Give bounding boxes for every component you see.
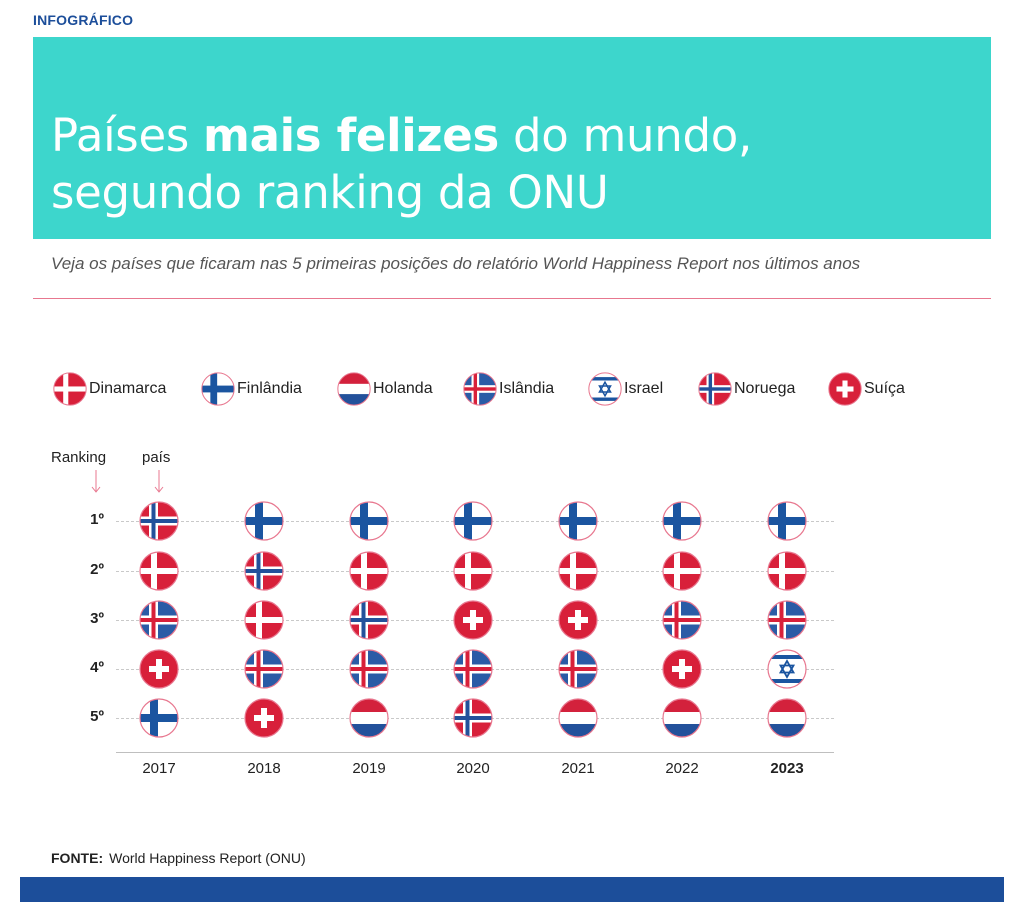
flag-ch-icon: [244, 698, 284, 738]
flag-dk-icon: [453, 551, 493, 591]
flag-ch-icon: [139, 649, 179, 689]
legend-label: Noruega: [734, 380, 796, 397]
flag-no-icon: [453, 698, 493, 738]
flag-is-icon: [349, 649, 389, 689]
flag-nl-icon: [349, 698, 389, 738]
x-axis-line: [116, 752, 834, 753]
year-label: 2017: [142, 760, 176, 777]
flag-nl-icon: [767, 698, 807, 738]
flag-dk-icon: [244, 600, 284, 640]
down-arrow-icon: [91, 470, 101, 493]
year-label: 2018: [247, 760, 281, 777]
title-banner: Países mais felizes do mundo, segundo ran…: [33, 37, 991, 239]
flag-fi-icon: [453, 501, 493, 541]
flag-is-icon: [244, 649, 284, 689]
year-label: 2022: [665, 760, 699, 777]
flag-dk-icon: [349, 551, 389, 591]
subtitle: Veja os países que ficaram nas 5 primeir…: [51, 254, 861, 273]
year-label: 2021: [561, 760, 595, 777]
legend-item-il: Israel: [586, 372, 663, 406]
flag-nl-icon: [337, 372, 371, 406]
rank-label: 2º: [90, 561, 104, 578]
subtitle-divider: [33, 298, 991, 299]
flag-dk-icon: [53, 372, 87, 406]
flag-no-icon: [139, 501, 179, 541]
rank-label: 4º: [90, 659, 104, 676]
flag-no-icon: [698, 372, 732, 406]
legend-label: Israel: [624, 380, 664, 397]
legend-item-fi: Finlândia: [199, 372, 302, 406]
year-label: 2020: [456, 760, 490, 777]
rank-label: 1º: [90, 511, 104, 528]
flag-dk-icon: [558, 551, 598, 591]
flag-fi-icon: [767, 501, 807, 541]
flag-no-icon: [244, 551, 284, 591]
flag-fi-icon: [139, 698, 179, 738]
down-arrow-icon: [154, 470, 164, 493]
legend-item-nl: Holanda: [335, 372, 433, 406]
year-label: 2019: [352, 760, 386, 777]
flag-ch-icon: [662, 649, 702, 689]
rank-label: 3º: [90, 610, 104, 627]
legend-item-ch: Suíça: [826, 372, 905, 406]
flag-fi-icon: [349, 501, 389, 541]
legend-label: Dinamarca: [89, 380, 167, 397]
page-title: Países mais felizes do mundo, segundo ran…: [51, 109, 752, 219]
footer-bar: [20, 877, 1004, 902]
legend-item-no: Noruega: [696, 372, 795, 406]
source-note: FONTE: World Happiness Report (ONU): [51, 850, 306, 866]
flag-ch-icon: [828, 372, 862, 406]
country-column-label: país: [142, 449, 171, 466]
legend-label: Holanda: [373, 380, 433, 397]
rank-label: 5º: [90, 708, 104, 725]
flag-is-icon: [558, 649, 598, 689]
flag-nl-icon: [662, 698, 702, 738]
legend-label: Islândia: [499, 380, 555, 397]
flag-is-icon: [463, 372, 497, 406]
flag-dk-icon: [767, 551, 807, 591]
flag-ch-icon: [558, 600, 598, 640]
flag-nl-icon: [558, 698, 598, 738]
flag-dk-icon: [139, 551, 179, 591]
flag-is-icon: [139, 600, 179, 640]
year-label: 2023: [770, 760, 804, 777]
legend-label: Suíça: [864, 380, 905, 397]
ranking-column-label: Ranking: [51, 449, 107, 466]
flag-fi-icon: [201, 372, 235, 406]
legend-label: Finlândia: [237, 380, 302, 397]
flag-is-icon: [453, 649, 493, 689]
flag-dk-icon: [662, 551, 702, 591]
flag-fi-icon: [244, 501, 284, 541]
flag-il-icon: [588, 372, 622, 406]
flag-ch-icon: [453, 600, 493, 640]
flag-no-icon: [349, 600, 389, 640]
flag-is-icon: [767, 600, 807, 640]
flag-fi-icon: [662, 501, 702, 541]
legend-item-is: Islândia: [461, 372, 554, 406]
flag-il-icon: [767, 649, 807, 689]
kicker-label: INFOGRÁFICO: [33, 12, 134, 28]
flag-is-icon: [662, 600, 702, 640]
flag-fi-icon: [558, 501, 598, 541]
legend-item-dk: Dinamarca: [51, 372, 166, 406]
